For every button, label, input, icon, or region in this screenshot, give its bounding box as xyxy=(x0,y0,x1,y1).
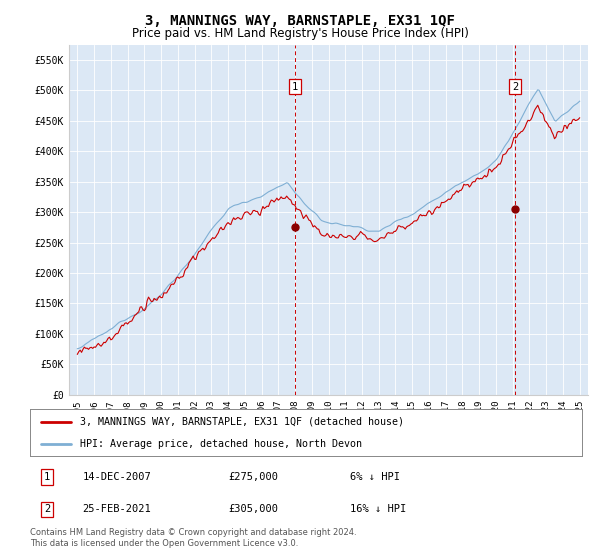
Text: 2: 2 xyxy=(44,505,50,515)
Text: Contains HM Land Registry data © Crown copyright and database right 2024.: Contains HM Land Registry data © Crown c… xyxy=(30,528,356,536)
Text: 16% ↓ HPI: 16% ↓ HPI xyxy=(350,505,406,515)
Text: 3, MANNINGS WAY, BARNSTAPLE, EX31 1QF (detached house): 3, MANNINGS WAY, BARNSTAPLE, EX31 1QF (d… xyxy=(80,417,404,427)
Text: 6% ↓ HPI: 6% ↓ HPI xyxy=(350,472,400,482)
Text: 25-FEB-2021: 25-FEB-2021 xyxy=(82,505,151,515)
Text: 2: 2 xyxy=(512,82,518,92)
Text: 14-DEC-2007: 14-DEC-2007 xyxy=(82,472,151,482)
Text: HPI: Average price, detached house, North Devon: HPI: Average price, detached house, Nort… xyxy=(80,438,362,449)
Text: £305,000: £305,000 xyxy=(229,505,279,515)
Text: 1: 1 xyxy=(292,82,298,92)
Text: This data is licensed under the Open Government Licence v3.0.: This data is licensed under the Open Gov… xyxy=(30,539,298,548)
Text: Price paid vs. HM Land Registry's House Price Index (HPI): Price paid vs. HM Land Registry's House … xyxy=(131,27,469,40)
Text: £275,000: £275,000 xyxy=(229,472,279,482)
Text: 1: 1 xyxy=(44,472,50,482)
Text: 3, MANNINGS WAY, BARNSTAPLE, EX31 1QF: 3, MANNINGS WAY, BARNSTAPLE, EX31 1QF xyxy=(145,14,455,28)
